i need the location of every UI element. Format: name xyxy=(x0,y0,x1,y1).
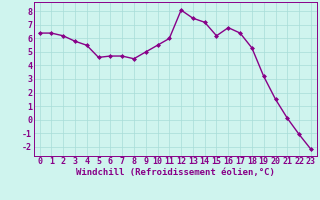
X-axis label: Windchill (Refroidissement éolien,°C): Windchill (Refroidissement éolien,°C) xyxy=(76,168,275,177)
